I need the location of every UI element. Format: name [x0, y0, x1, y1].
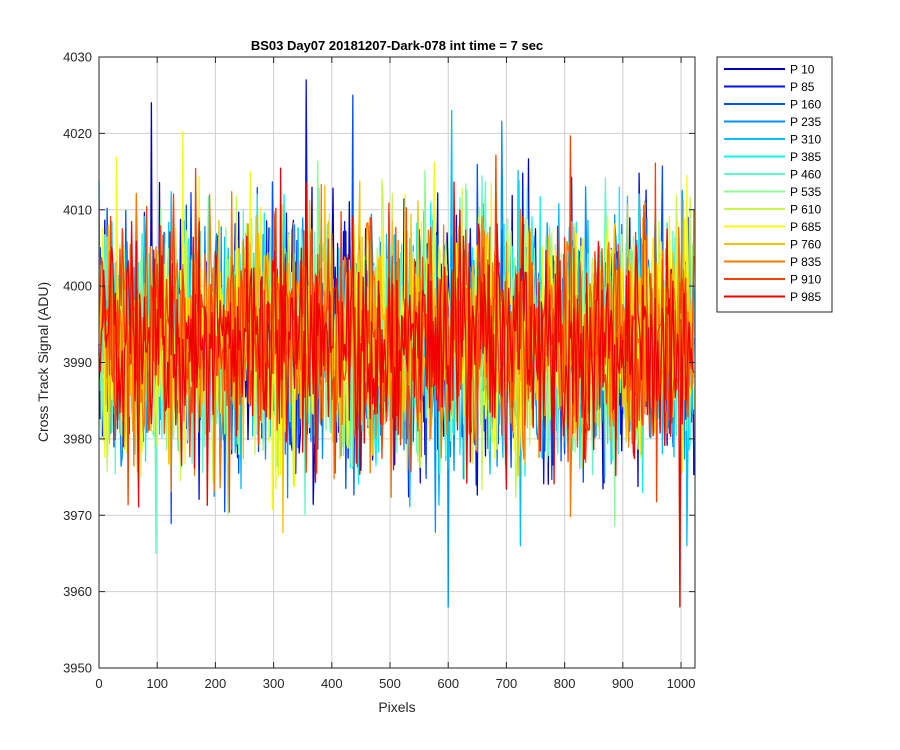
x-tick-label: 600 [437, 676, 459, 691]
legend-entry: P 85 [790, 80, 815, 94]
legend-entry: P 535 [790, 185, 821, 199]
y-tick-label: 3970 [63, 508, 92, 523]
legend-entry: P 760 [790, 238, 821, 252]
x-tick-label: 1000 [667, 676, 696, 691]
legend-entry: P 235 [790, 115, 821, 129]
x-axis-ticks: 0 100 200 300 400 500 600 700 800 900 1000 [95, 57, 695, 691]
y-axis-ticks: 3950 3960 3970 3980 3990 4000 4010 4020 4030 [63, 50, 695, 676]
y-axis-label: Cross Track Signal (ADU) [35, 282, 51, 442]
legend-items: P 10 P 85 P 160 P 235 P 310 P 385 P 460 P 535 P … [724, 63, 821, 304]
x-tick-label: 0 [95, 676, 102, 691]
x-tick-label: 800 [554, 676, 576, 691]
y-tick-label: 3950 [63, 661, 92, 676]
series-line-p-985 [98, 167, 695, 608]
x-axis-label: Pixels [378, 699, 415, 715]
legend-entry: P 610 [790, 203, 821, 217]
y-tick-label: 3990 [63, 355, 92, 370]
legend-entry: P 985 [790, 290, 821, 304]
legend-entry: P 160 [790, 98, 821, 112]
x-tick-label: 500 [379, 676, 401, 691]
x-tick-label: 300 [263, 676, 285, 691]
y-tick-label: 3980 [63, 431, 92, 446]
legend-entry: P 310 [790, 133, 821, 147]
legend: P 10 P 85 P 160 P 235 P 310 P 385 P 460 P 535 P … [716, 56, 833, 313]
x-tick-label: 200 [205, 676, 227, 691]
y-tick-label: 4000 [63, 279, 92, 294]
legend-entry: P 910 [790, 273, 821, 287]
x-tick-label: 100 [146, 676, 168, 691]
chart-title: BS03 Day07 20181207-Dark-078 int time = … [251, 38, 543, 53]
legend-entry: P 385 [790, 150, 821, 164]
x-tick-label: 700 [496, 676, 518, 691]
y-tick-label: 4010 [63, 202, 92, 217]
legend-box [716, 56, 833, 313]
legend-entry: P 835 [790, 255, 821, 269]
legend-entry: P 460 [790, 168, 821, 182]
y-tick-label: 4030 [63, 50, 92, 65]
legend-entry: P 685 [790, 220, 821, 234]
y-tick-label: 3960 [63, 584, 92, 599]
y-tick-label: 4020 [63, 126, 92, 141]
legend-entry: P 10 [790, 63, 815, 77]
x-tick-label: 900 [612, 676, 634, 691]
series-lines [98, 79, 695, 608]
x-tick-label: 400 [321, 676, 343, 691]
